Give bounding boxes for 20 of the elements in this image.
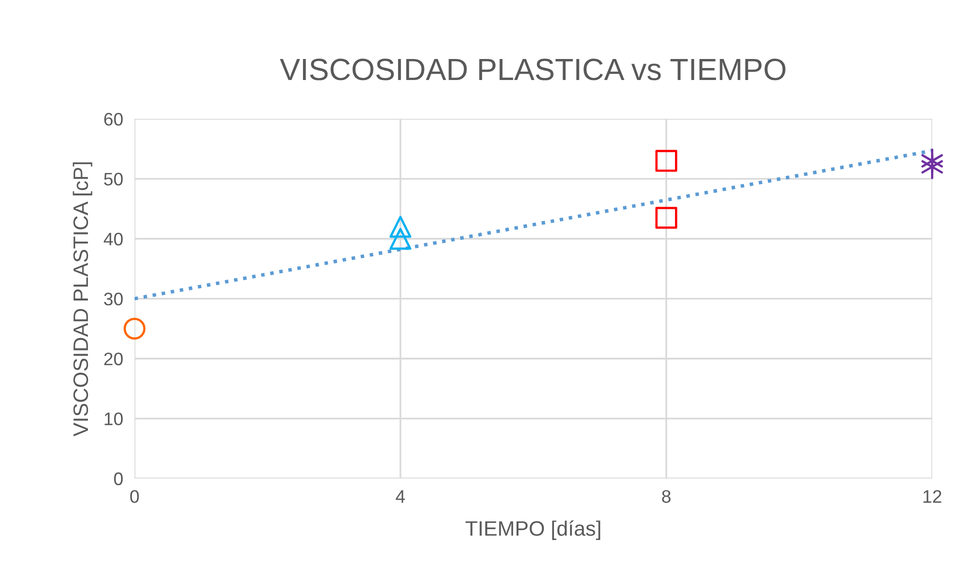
x-tick-label: 4 <box>396 490 405 503</box>
x-axis-title: TIEMPO [días] <box>466 520 600 540</box>
point <box>655 150 678 172</box>
y-axis-title: VISCOSIDAD PLASTICA [cP] <box>72 162 92 436</box>
point <box>389 216 412 238</box>
x-tick-label: 12 <box>924 490 942 503</box>
point <box>124 318 146 340</box>
point <box>921 154 943 180</box>
point <box>655 206 678 229</box>
point <box>389 228 412 250</box>
y-tick-label: 10 <box>104 412 123 426</box>
y-tick-label: 20 <box>104 352 123 366</box>
y-tick-label: 0 <box>114 472 123 486</box>
chart-title: VISCOSIDAD PLASTICA vs TIEMPO <box>280 58 786 80</box>
y-tick-label: 30 <box>104 292 123 306</box>
y-tick-label: 40 <box>104 232 123 246</box>
y-tick-label: 60 <box>104 112 123 126</box>
y-tick-label: 50 <box>104 172 123 186</box>
x-tick-label: 0 <box>130 490 139 503</box>
x-tick-label: 8 <box>662 490 671 503</box>
